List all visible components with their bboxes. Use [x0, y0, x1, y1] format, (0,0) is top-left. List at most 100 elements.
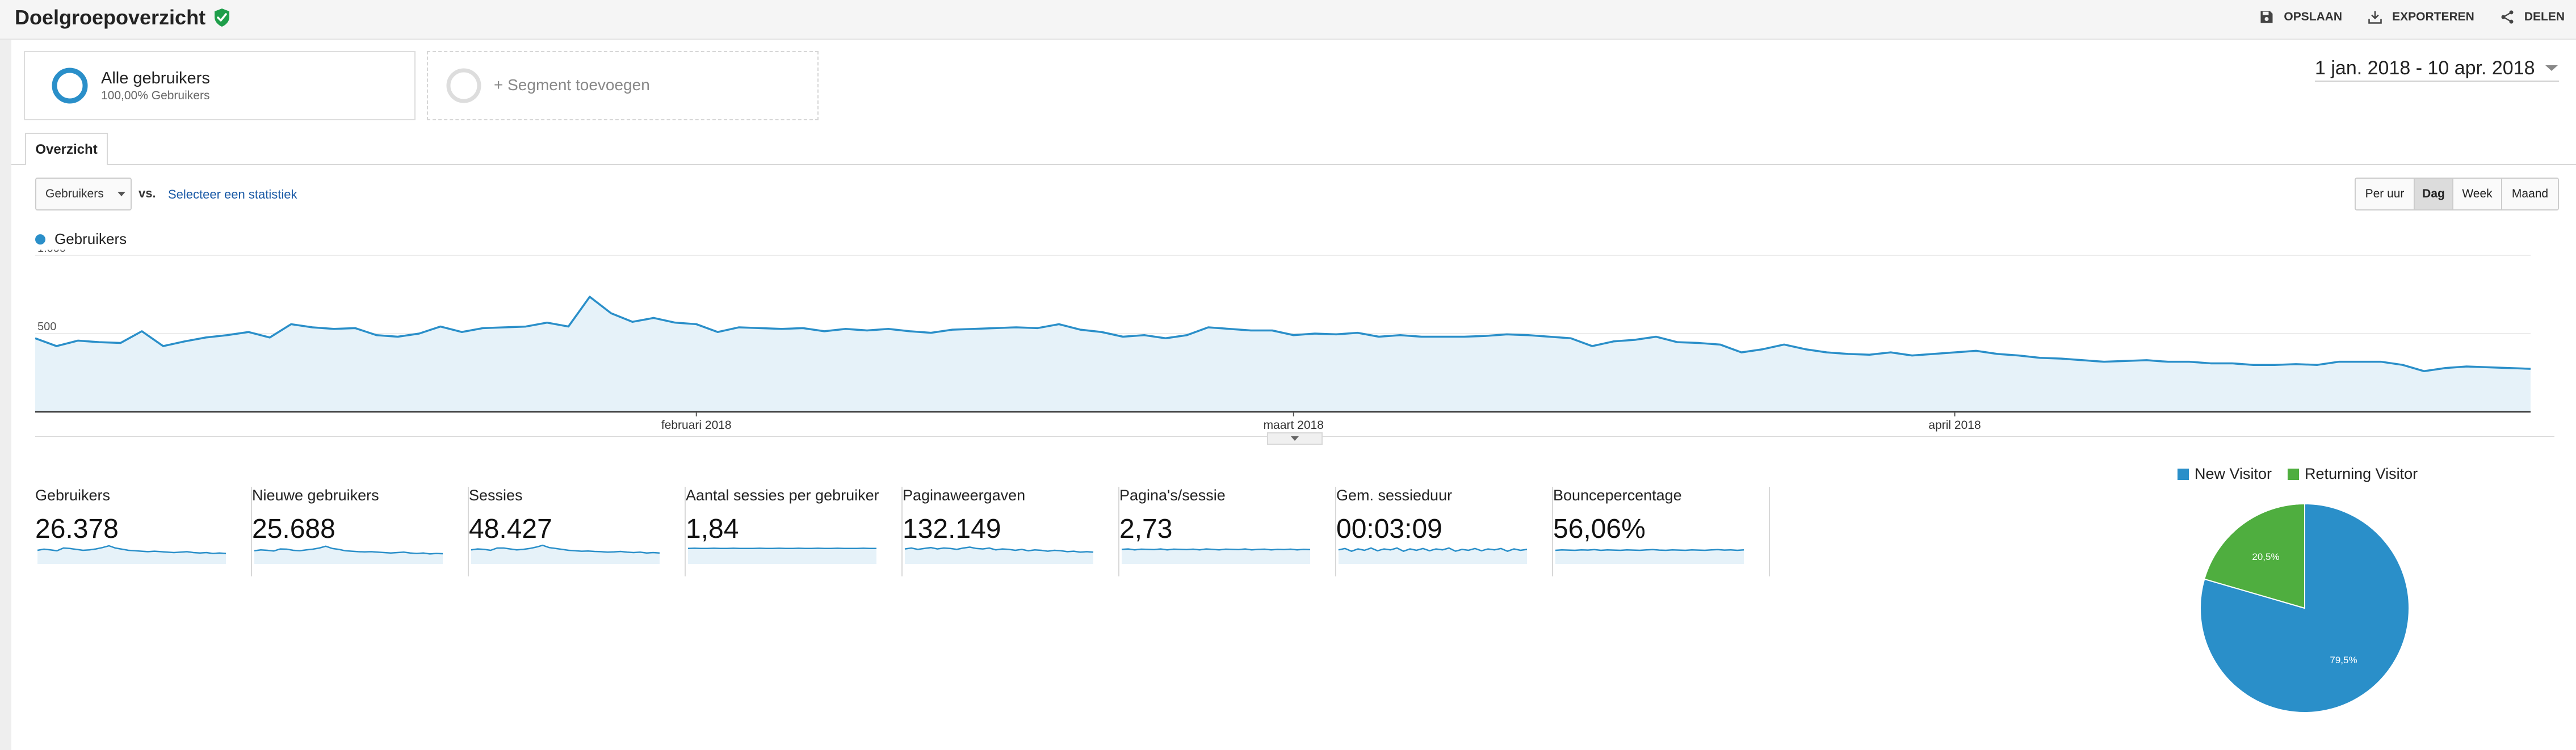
- metric-sparkline: [904, 546, 1094, 564]
- chevron-down-icon: [2545, 65, 2558, 71]
- save-icon: [2260, 11, 2273, 23]
- tab-bar-line: [11, 164, 2576, 165]
- export-button-label: EXPORTEREN: [2392, 10, 2474, 23]
- metric-value: 26.378: [35, 514, 119, 544]
- share-icon: [2501, 10, 2514, 24]
- pie-legend-new-label: New Visitor: [2195, 465, 2272, 482]
- metric-value: 1,84: [686, 514, 739, 544]
- series-line-gebruikers[interactable]: [35, 296, 2531, 372]
- export-button[interactable]: EXPORTEREN: [2367, 9, 2474, 25]
- save-button[interactable]: OPSLAAN: [2259, 9, 2342, 25]
- share-button-label: DELEN: [2524, 10, 2565, 23]
- metric-value: 00:03:09: [1336, 514, 1442, 544]
- metric-sparkline: [471, 544, 660, 564]
- page-title: Doelgroepoverzicht: [15, 6, 230, 30]
- metric-label: Bouncepercentage: [1553, 487, 1682, 504]
- tab-overview-label: Overzicht: [35, 141, 98, 157]
- pie-legend: New Visitor Returning Visitor: [2178, 465, 2418, 483]
- x-tick-label: april 2018: [1928, 419, 1981, 432]
- metric-label: Pagina's/sessie: [1119, 487, 1226, 504]
- metric-card[interactable]: Gem. sessieduur 00:03:09: [1336, 487, 1553, 576]
- date-range-picker[interactable]: 1 jan. 2018 - 10 apr. 2018: [2315, 56, 2559, 82]
- metric-sparkline: [1338, 547, 1528, 564]
- metric-value: 132.149: [903, 514, 1001, 544]
- left-edge-strip: [0, 0, 11, 750]
- metric-dropdown-value: Gebruikers: [45, 187, 104, 200]
- metric-label: Aantal sessies per gebruiker: [686, 487, 879, 504]
- segment-name: Alle gebruikers: [101, 69, 210, 87]
- users-line-chart: 1.000 500 februari 2018 maart 2018 april 201…: [35, 250, 2554, 437]
- granularity-month[interactable]: Maand: [2502, 179, 2558, 209]
- metric-label: Gem. sessieduur: [1336, 487, 1453, 504]
- metric-sparkline: [687, 547, 876, 564]
- y-tick-label: 1.000: [37, 250, 66, 255]
- segment-all-users[interactable]: Alle gebruikers 100,00% Gebruikers: [24, 51, 416, 120]
- add-segment-label: + Segment toevoegen: [494, 76, 650, 94]
- metric-card[interactable]: Sessies 48.427: [469, 487, 686, 576]
- granularity-week[interactable]: Week: [2453, 179, 2502, 209]
- metric-value: 2,73: [1119, 514, 1173, 544]
- chart-expand-handle[interactable]: [1267, 432, 1323, 445]
- metric-sparkline: [37, 545, 226, 564]
- tab-overview[interactable]: Overzicht: [25, 133, 108, 165]
- page-title-text: Doelgroepoverzicht: [15, 6, 206, 29]
- sparkline-line: [37, 545, 226, 554]
- verified-shield-icon: [215, 9, 230, 27]
- granularity-toggle: Per uur Dag Week Maand: [2355, 178, 2559, 210]
- sparkline-line: [254, 545, 443, 555]
- share-button[interactable]: DELEN: [2499, 9, 2565, 25]
- chart-legend: Gebruikers: [35, 230, 127, 248]
- page-header: Doelgroepoverzicht OPSLAAN EXPORTEREN: [0, 0, 2576, 40]
- chevron-down-icon: [117, 192, 125, 196]
- pie-slice-label: 20,5%: [2252, 551, 2279, 562]
- pie-legend-new-visitor[interactable]: New Visitor: [2178, 465, 2272, 483]
- versus-label: vs.: [139, 186, 156, 200]
- download-icon: [2368, 11, 2382, 24]
- granularity-day[interactable]: Dag: [2415, 179, 2453, 209]
- sparkline-line: [471, 544, 660, 554]
- legend-label: Gebruikers: [54, 230, 127, 247]
- sparkline-area: [688, 548, 876, 564]
- granularity-hour[interactable]: Per uur: [2356, 179, 2415, 209]
- x-tick-label: maart 2018: [1264, 419, 1324, 432]
- sparkline-area: [1555, 549, 1744, 564]
- sparkline-line: [904, 546, 1094, 553]
- metric-card[interactable]: Paginaweergaven 132.149: [903, 487, 1119, 576]
- header-actions: OPSLAAN EXPORTEREN DELEN: [2259, 6, 2565, 28]
- pie-legend-returning-label: Returning Visitor: [2305, 465, 2418, 482]
- metric-card[interactable]: Aantal sessies per gebruiker 1,84: [686, 487, 903, 576]
- metric-card[interactable]: Pagina's/sessie 2,73: [1119, 487, 1336, 576]
- segment-percentage: 100,00% Gebruikers: [101, 89, 210, 102]
- sparkline-line: [1338, 547, 1528, 552]
- metric-label: Gebruikers: [35, 487, 111, 504]
- metric-sparkline: [254, 545, 443, 564]
- empty-ring-icon: [446, 68, 481, 103]
- segment-ring-icon: [52, 68, 88, 104]
- legend-swatch-returning: [2288, 468, 2300, 480]
- add-segment-button[interactable]: + Segment toevoegen: [427, 51, 819, 120]
- metric-label: Nieuwe gebruikers: [252, 487, 379, 504]
- metric-value: 56,06%: [1553, 514, 1646, 544]
- metric-dropdown[interactable]: Gebruikers: [35, 178, 132, 210]
- metric-sparkline: [1555, 549, 1744, 564]
- metric-card[interactable]: Nieuwe gebruikers 25.688: [252, 487, 469, 576]
- visitor-type-pie-chart: 79,5% 20,5%: [2200, 503, 2410, 713]
- sparkline-area: [1122, 549, 1310, 564]
- pie-slice-returning-visitor[interactable]: [2204, 503, 2305, 609]
- pie-legend-returning-visitor[interactable]: Returning Visitor: [2288, 465, 2418, 483]
- metric-label: Sessies: [469, 487, 523, 504]
- sparkline-line: [1121, 548, 1311, 551]
- metric-value: 25.688: [252, 514, 335, 544]
- legend-dot: [35, 234, 45, 245]
- sparkline-area: [1339, 548, 1527, 564]
- pie-slice-label: 79,5%: [2330, 655, 2357, 665]
- metric-sparkline: [1121, 548, 1311, 564]
- metric-card[interactable]: Gebruikers 26.378: [35, 487, 252, 576]
- y-tick-label: 500: [37, 321, 56, 333]
- metric-label: Paginaweergaven: [903, 487, 1026, 504]
- series-area: [35, 297, 2531, 412]
- metric-card[interactable]: Bouncepercentage 56,06%: [1553, 487, 1770, 576]
- select-statistic-link[interactable]: Selecteer een statistiek: [168, 187, 297, 201]
- save-button-label: OPSLAAN: [2284, 10, 2343, 23]
- x-tick-label: februari 2018: [661, 419, 732, 432]
